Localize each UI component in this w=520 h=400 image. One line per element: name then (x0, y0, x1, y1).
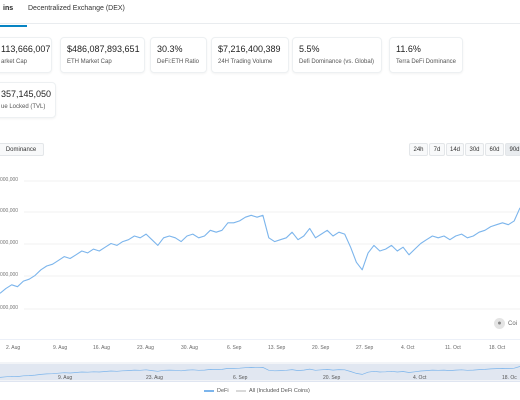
range-label: 24h (413, 146, 424, 153)
y-tick-label: 000,000 (0, 305, 19, 311)
stat-value: 30.3% (157, 44, 183, 54)
range-label: 7d (433, 146, 441, 153)
x-tick-label: 30. Aug (181, 345, 198, 351)
y-tick-label: 000,000 (0, 240, 19, 246)
x-tick-label: 23. Aug (137, 345, 154, 351)
stat-value: 357,145,050 (1, 89, 52, 99)
legend-label: DeFi (217, 388, 229, 394)
stat-card-eth-market-cap: $486,087,893,651 ETH Market Cap (60, 37, 145, 73)
legend-swatch (204, 390, 214, 392)
range-button-7d[interactable]: 7d (429, 143, 445, 156)
navigator-background (0, 362, 520, 382)
legend-swatch (236, 390, 246, 392)
stat-label: 24H Trading Volume (218, 59, 273, 65)
navigator-series-line (0, 366, 520, 378)
stat-card-defi-dominance: 5.5% Defi Dominance (vs. Global) (292, 37, 382, 73)
range-label: 60d (489, 146, 500, 153)
tvl-line-chart[interactable] (0, 170, 520, 340)
legend-label: All (Included DeFi Coins) (249, 388, 310, 394)
dominance-button[interactable]: Dominance (0, 143, 44, 156)
range-button-30d[interactable]: 30d (465, 143, 484, 156)
y-tick-label: 000,000 (0, 208, 19, 214)
x-tick-label: 9. Aug (53, 345, 68, 351)
navigator-tick-label: 4. Oct (413, 375, 427, 381)
x-tick-label: 4. Oct (401, 345, 415, 351)
tab-bar: ins Decentralized Exchange (DEX) (0, 0, 520, 27)
coingecko-logo-icon: ● (494, 318, 505, 329)
tab-coins[interactable]: ins (0, 5, 27, 27)
stat-value: $7,216,400,389 (218, 44, 281, 54)
series-line-defi (0, 207, 520, 294)
stat-label: DeFi:ETH Ratio (157, 59, 200, 65)
navigator-tick-label: 20. Sep (323, 375, 341, 381)
stat-label: Terra DeFi Dominance (396, 59, 457, 65)
stat-card-trading-volume: $7,216,400,389 24H Trading Volume (211, 37, 289, 73)
x-tick-label: 16. Aug (93, 345, 110, 351)
dominance-button-label: Dominance (5, 146, 37, 153)
x-tick-label: 18. Oct (489, 345, 506, 351)
stat-card-terra-dominance: 11.6% Terra DeFi Dominance (389, 37, 463, 73)
stat-value: 113,666,007 (1, 44, 51, 54)
chart-navigator[interactable] (0, 362, 520, 382)
legend-item-all[interactable]: All (Included DeFi Coins) (236, 388, 310, 394)
stat-label: arket Cap (1, 59, 28, 65)
stat-label: ue Locked (TVL) (1, 104, 46, 110)
x-tick-label: 6. Sep (227, 345, 242, 351)
range-button-60d[interactable]: 60d (485, 143, 504, 156)
stat-card-tvl: 357,145,050 ue Locked (TVL) (0, 82, 56, 118)
y-tick-label: 000,000 (0, 272, 19, 278)
range-button-14d[interactable]: 14d (446, 143, 464, 156)
y-tick-label: 000,000 (0, 177, 19, 183)
x-tick-label: 11. Oct (445, 345, 461, 351)
range-button-24h[interactable]: 24h (409, 143, 428, 156)
x-tick-label: 27. Sep (356, 345, 374, 351)
tab-coins-label: ins (3, 5, 14, 12)
tab-dex-label: Decentralized Exchange (DEX) (28, 5, 125, 12)
x-tick-label: 2. Aug (6, 345, 21, 351)
active-tab-indicator (0, 25, 27, 27)
stat-card-market-cap: 113,666,007 arket Cap (0, 37, 52, 73)
stat-value: $486,087,893,651 (67, 44, 140, 54)
navigator-selected-range[interactable] (0, 364, 520, 380)
credits-label: Coi (508, 320, 518, 327)
x-tick-label: 13. Sep (268, 345, 286, 351)
stat-card-defi-eth-ratio: 30.3% DeFi:ETH Ratio (150, 37, 207, 73)
x-tick-label: 20. Sep (312, 345, 330, 351)
legend-item-defi[interactable]: DeFi (204, 388, 229, 394)
navigator-tick-label: 23. Aug (146, 375, 163, 381)
navigator-tick-label: 9. Aug (58, 375, 73, 381)
chart-credits[interactable]: ● Coi (494, 318, 517, 329)
tab-dex[interactable]: Decentralized Exchange (DEX) (28, 5, 125, 12)
stat-value: 11.6% (396, 44, 421, 54)
stat-value: 5.5% (299, 44, 320, 54)
navigator-tick-label: 6. Sep (233, 375, 248, 381)
chart-gridlines (24, 180, 520, 310)
stat-label: ETH Market Cap (67, 59, 112, 65)
range-button-90d[interactable]: 90d (505, 143, 520, 156)
range-label: 14d (449, 146, 460, 153)
navigator-tick-label: 18. Oc (502, 375, 517, 381)
stat-label: Defi Dominance (vs. Global) (299, 59, 375, 65)
range-label: 90d (509, 146, 520, 153)
range-label: 30d (469, 146, 480, 153)
